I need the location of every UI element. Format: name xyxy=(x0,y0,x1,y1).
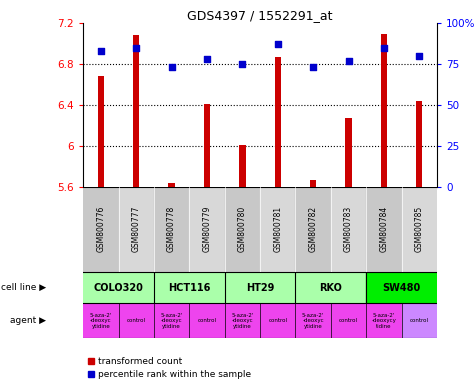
Text: control: control xyxy=(198,318,217,323)
Text: 5-aza-2'
-deoxyc
ytidine: 5-aza-2' -deoxyc ytidine xyxy=(161,313,183,328)
Bar xyxy=(331,187,366,272)
Bar xyxy=(204,104,210,187)
Bar xyxy=(83,187,118,272)
Bar xyxy=(225,187,260,272)
Text: agent ▶: agent ▶ xyxy=(10,316,46,325)
Point xyxy=(416,53,423,59)
Text: GSM800785: GSM800785 xyxy=(415,206,424,252)
Bar xyxy=(366,303,401,338)
Bar xyxy=(401,303,437,338)
Point xyxy=(203,56,211,62)
Text: control: control xyxy=(127,318,146,323)
Bar xyxy=(189,303,225,338)
Text: 5-aza-2'
-deoxycy
tidine: 5-aza-2' -deoxycy tidine xyxy=(371,313,396,328)
Bar xyxy=(225,272,295,303)
Text: control: control xyxy=(339,318,358,323)
Bar xyxy=(83,303,118,338)
Bar xyxy=(345,118,352,187)
Point xyxy=(97,48,104,54)
Text: HCT116: HCT116 xyxy=(168,283,210,293)
Bar xyxy=(295,303,331,338)
Text: 5-aza-2'
-deoxyc
ytidine: 5-aza-2' -deoxyc ytidine xyxy=(90,313,112,328)
Bar xyxy=(239,145,246,187)
Bar xyxy=(366,272,437,303)
Bar xyxy=(310,180,316,187)
Text: SW480: SW480 xyxy=(382,283,421,293)
Title: GDS4397 / 1552291_at: GDS4397 / 1552291_at xyxy=(187,9,333,22)
Point xyxy=(238,61,246,67)
Bar xyxy=(118,187,154,272)
Bar xyxy=(169,183,175,187)
Text: control: control xyxy=(268,318,287,323)
Bar xyxy=(133,35,139,187)
Point xyxy=(309,64,317,70)
Bar xyxy=(401,187,437,272)
Bar xyxy=(118,303,154,338)
Bar xyxy=(366,187,401,272)
Text: GSM800776: GSM800776 xyxy=(96,206,105,252)
Text: GSM800778: GSM800778 xyxy=(167,206,176,252)
Text: GSM800779: GSM800779 xyxy=(202,206,211,252)
Bar xyxy=(154,303,189,338)
Bar xyxy=(98,76,104,187)
Text: GSM800782: GSM800782 xyxy=(309,206,318,252)
Text: COLO320: COLO320 xyxy=(94,283,143,293)
Text: GSM800777: GSM800777 xyxy=(132,206,141,252)
Point xyxy=(380,45,388,51)
Point xyxy=(345,58,352,64)
Text: GSM800783: GSM800783 xyxy=(344,206,353,252)
Bar xyxy=(154,187,189,272)
Point xyxy=(168,64,175,70)
Text: cell line ▶: cell line ▶ xyxy=(0,283,46,292)
Bar xyxy=(416,101,422,187)
Bar xyxy=(83,272,154,303)
Bar xyxy=(381,34,387,187)
Text: RKO: RKO xyxy=(319,283,342,293)
Bar xyxy=(331,303,366,338)
Text: control: control xyxy=(410,318,429,323)
Bar xyxy=(154,272,225,303)
Legend: transformed count, percentile rank within the sample: transformed count, percentile rank withi… xyxy=(88,357,251,379)
Bar xyxy=(275,57,281,187)
Text: GSM800780: GSM800780 xyxy=(238,206,247,252)
Text: HT29: HT29 xyxy=(246,283,274,293)
Text: GSM800784: GSM800784 xyxy=(380,206,389,252)
Bar xyxy=(189,187,225,272)
Bar xyxy=(260,187,295,272)
Point xyxy=(133,45,140,51)
Bar xyxy=(225,303,260,338)
Point xyxy=(274,41,282,47)
Bar xyxy=(295,187,331,272)
Text: GSM800781: GSM800781 xyxy=(273,206,282,252)
Bar xyxy=(295,272,366,303)
Bar xyxy=(260,303,295,338)
Text: 5-aza-2'
-deoxyc
ytidine: 5-aza-2' -deoxyc ytidine xyxy=(302,313,324,328)
Text: 5-aza-2'
-deoxyc
ytidine: 5-aza-2' -deoxyc ytidine xyxy=(231,313,254,328)
